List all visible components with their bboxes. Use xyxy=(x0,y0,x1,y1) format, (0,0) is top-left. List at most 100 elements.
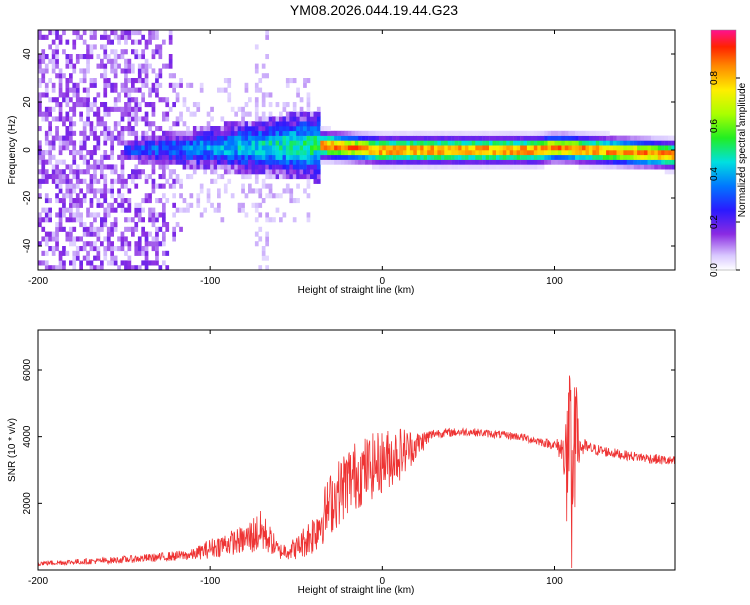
spectrogram-cell xyxy=(192,169,197,175)
spectrogram-cell xyxy=(82,246,87,252)
spectrogram-cell xyxy=(127,34,132,40)
spectrogram-cell xyxy=(499,154,504,160)
spectrogram-cell xyxy=(206,140,211,146)
spectrogram-cell xyxy=(313,145,318,151)
spectrogram-cell xyxy=(513,164,517,170)
spectrogram-cell xyxy=(131,231,135,237)
spectrogram-cell xyxy=(268,217,273,223)
spectrogram-cell xyxy=(113,226,118,232)
spectrogram-cell xyxy=(306,135,311,141)
spectrogram-cell xyxy=(148,39,152,45)
spectrogram-cell xyxy=(502,130,507,136)
spectrogram-cell xyxy=(151,121,156,127)
spectrogram-cell xyxy=(72,260,77,266)
spectrogram-cell xyxy=(86,226,90,232)
spectrogram-cell xyxy=(640,150,645,156)
snr-xtick-label: 0 xyxy=(380,576,386,587)
spectrogram-cell xyxy=(261,154,266,160)
spectrogram-cell xyxy=(251,135,256,141)
spectrogram-cell xyxy=(261,63,266,69)
spectrogram-cell xyxy=(120,49,125,55)
spectrogram-cell xyxy=(75,164,80,170)
spectrogram-cell xyxy=(272,193,276,199)
spectrogram-cell xyxy=(141,68,145,74)
spectrogram-cell xyxy=(554,159,559,165)
spectrogram-cell xyxy=(657,135,662,141)
spectrogram-cell xyxy=(186,135,190,141)
spectrogram-cell xyxy=(595,130,600,136)
spectrogram-cell xyxy=(230,154,235,160)
spectrogram-cell xyxy=(113,54,118,60)
spectrogram-cell xyxy=(127,154,132,160)
spectrogram-cell xyxy=(248,164,252,170)
spectrogram-cell xyxy=(117,265,121,270)
spectrogram-cell xyxy=(492,154,497,160)
spectrogram-cell xyxy=(454,150,459,156)
spectrogram-cell xyxy=(582,135,586,141)
spectrogram-cell xyxy=(540,154,545,160)
spectrogram-cell xyxy=(492,135,497,141)
spectrogram-cell xyxy=(227,97,232,103)
spectrogram-cell xyxy=(372,150,376,156)
spectrogram-cell xyxy=(392,159,397,165)
spectrogram-cell xyxy=(148,150,152,156)
spectrogram-cell xyxy=(110,250,114,256)
spectrogram-cell xyxy=(630,154,634,160)
spectrogram-cell xyxy=(540,145,545,151)
spectrogram-cell xyxy=(75,34,80,40)
spectrogram-cell xyxy=(289,145,294,151)
spectrogram-cell xyxy=(117,236,121,242)
spectrogram-cell xyxy=(210,202,214,208)
spectrogram-cell xyxy=(217,154,221,160)
spectrogram-cell xyxy=(217,126,221,132)
spectrogram-cell xyxy=(427,150,431,156)
spectrogram-cell xyxy=(427,135,431,141)
spectrogram-cell xyxy=(389,145,393,151)
spectrogram-cell xyxy=(165,150,170,156)
spectrogram-cell xyxy=(282,169,287,175)
spectrogram-cell xyxy=(151,236,156,242)
spectrogram-cell xyxy=(151,154,156,160)
spectrogram-cell xyxy=(285,102,290,108)
spectrogram-cell xyxy=(485,159,490,165)
spectrogram-cell xyxy=(55,226,59,232)
spectrogram-cell xyxy=(241,130,245,136)
spectrogram-cell xyxy=(502,154,507,160)
spectrogram-cell xyxy=(65,178,70,184)
spectrogram-cell xyxy=(661,159,665,165)
spectrogram-cell xyxy=(162,135,166,141)
spectrogram-cell xyxy=(38,260,42,266)
spectrogram-cell xyxy=(310,135,314,141)
spectrogram-cell xyxy=(75,169,80,175)
spectrogram-cell xyxy=(141,207,145,213)
spectrogram-cell xyxy=(172,145,176,151)
spectrogram-cell xyxy=(79,198,83,204)
spectrogram-cell xyxy=(127,78,132,84)
spectrogram-cell xyxy=(592,140,597,146)
spectrogram-cell xyxy=(162,150,166,156)
spectrogram-cell xyxy=(110,150,114,156)
spectrogram-cell xyxy=(144,130,149,136)
spectrogram-cell xyxy=(237,130,242,136)
spectrogram-cell xyxy=(623,145,628,151)
spectrogram-cell xyxy=(41,68,46,74)
spectrogram-cell xyxy=(258,140,263,146)
spectrogram-cell xyxy=(437,159,442,165)
spectrogram-cell xyxy=(192,126,197,132)
spectrogram-cell xyxy=(131,49,135,55)
spectrogram-cell xyxy=(96,106,101,112)
spectrogram-cell xyxy=(478,154,483,160)
spectrogram-cell xyxy=(234,145,238,151)
spectrogram-cell xyxy=(213,140,218,146)
spectrogram-cell xyxy=(203,126,207,132)
spectrogram-cell xyxy=(351,130,355,136)
spectrogram-cell xyxy=(96,164,101,170)
spectrogram-cell xyxy=(375,145,380,151)
spectrogram-cell xyxy=(124,145,128,151)
spectrogram-cell xyxy=(120,154,125,160)
spectrogram-cell xyxy=(86,231,90,237)
spectrogram-cell xyxy=(575,140,579,146)
spectrogram-cell xyxy=(192,135,197,141)
spectrogram-cell xyxy=(654,145,658,151)
spectrogram-cell xyxy=(120,106,125,112)
